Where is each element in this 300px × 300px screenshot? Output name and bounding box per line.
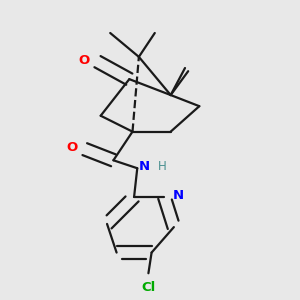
Text: Cl: Cl bbox=[141, 281, 155, 294]
Text: H: H bbox=[158, 160, 167, 173]
Text: N: N bbox=[172, 189, 183, 202]
Text: O: O bbox=[78, 54, 89, 67]
Text: N: N bbox=[139, 160, 150, 173]
Text: O: O bbox=[67, 141, 78, 154]
